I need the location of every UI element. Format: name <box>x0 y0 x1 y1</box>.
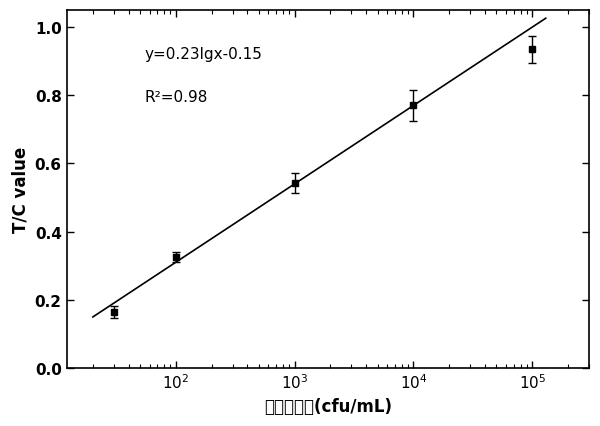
X-axis label: 致病菌浓度(cfu/mL): 致病菌浓度(cfu/mL) <box>264 397 392 415</box>
Text: R²=0.98: R²=0.98 <box>145 89 208 104</box>
Y-axis label: T/C value: T/C value <box>11 147 29 233</box>
Text: y=0.23lgx-0.15: y=0.23lgx-0.15 <box>145 47 263 62</box>
